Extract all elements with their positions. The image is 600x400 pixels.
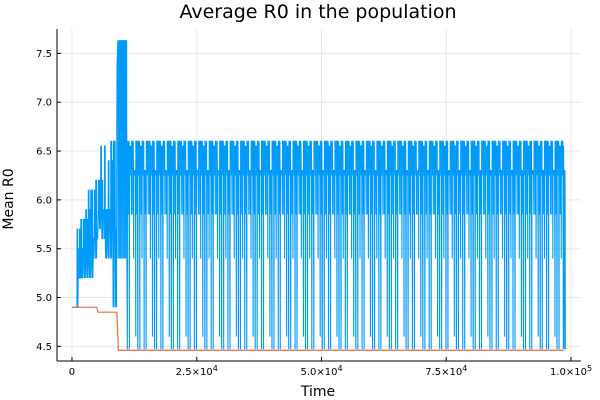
x-tick-label: 5.0×104 (300, 364, 342, 378)
x-tick-label: 7.5×104 (425, 364, 467, 378)
x-tick-label: 1.0×105 (550, 364, 592, 378)
x-tick-label-base: 2.5×10 (176, 367, 213, 378)
axes (56, 29, 581, 362)
x-tick-label-base: 1.0×10 (550, 367, 587, 378)
y-tick-label: 6.5 (36, 147, 52, 158)
y-axis-label: Mean R0 (1, 168, 17, 229)
x-tick-label-exponent: 4 (213, 364, 218, 373)
series-line-1 (71, 40, 566, 350)
x-axis-label: Time (300, 384, 335, 400)
x-tick-label: 0 (69, 367, 75, 378)
x-tick-label-exponent: 4 (337, 364, 342, 373)
x-tick-label-base: 7.5×10 (425, 367, 462, 378)
x-tick-label-exponent: 4 (462, 364, 467, 373)
y-tick-label: 6.0 (36, 195, 52, 206)
tick-labels: 4.55.05.56.06.57.07.50 2.5×104 5.0×104 7.5×… (36, 49, 592, 378)
y-tick-label: 7.5 (36, 49, 52, 60)
y-tick-label: 5.5 (36, 244, 52, 255)
x-tick-label: 2.5×104 (176, 364, 218, 378)
y-tick-label: 7.0 (36, 98, 52, 109)
x-tick-label-base: 5.0×10 (300, 367, 337, 378)
series-layer (71, 40, 566, 351)
y-tick-label: 4.5 (36, 342, 52, 353)
y-tick-label: 5.0 (36, 293, 52, 304)
x-tick-label-exponent: 5 (587, 364, 592, 373)
series-line-2 (71, 306, 564, 351)
chart-title: Average R0 in the population (179, 1, 456, 23)
